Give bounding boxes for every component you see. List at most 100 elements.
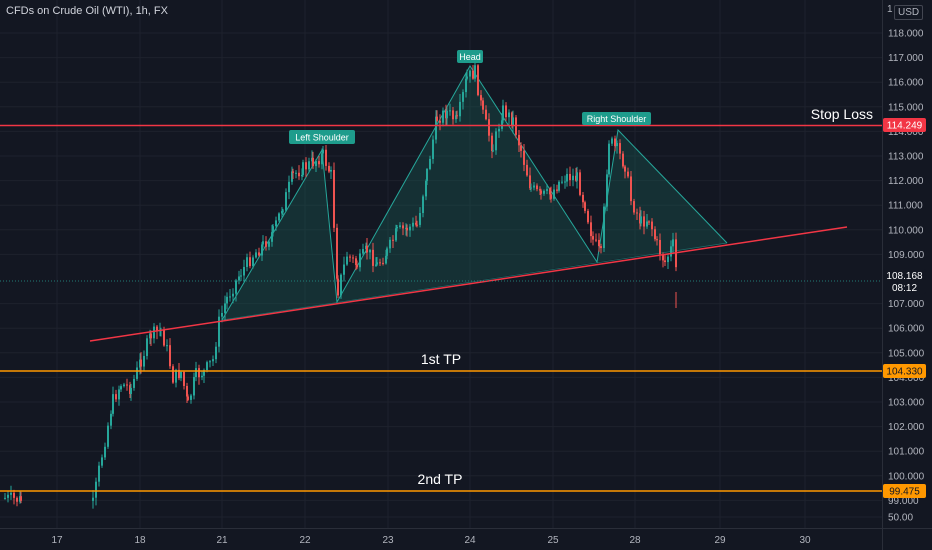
price-tick-partial: 1 (887, 4, 893, 15)
candle (392, 235, 394, 249)
candle (140, 352, 142, 374)
candle (268, 239, 270, 251)
right-shoulder-label: Right Shoulder (587, 114, 647, 124)
candle (278, 212, 280, 222)
candle (183, 370, 185, 390)
candle (492, 144, 494, 153)
candle (646, 213, 648, 229)
candle (656, 236, 658, 246)
candle (258, 247, 260, 257)
candle (298, 165, 300, 180)
candle (582, 191, 584, 208)
candle (564, 175, 566, 189)
candle (469, 69, 471, 83)
candle (472, 65, 474, 80)
candle (523, 144, 525, 172)
stop-loss-price-badge: 114.249 (883, 118, 926, 132)
price-tick-label: 101.000 (888, 447, 925, 458)
price-tick-label: 116.000 (888, 78, 924, 89)
candle (235, 278, 237, 302)
stop-loss-price: 114.249 (887, 121, 923, 132)
candle (600, 243, 602, 254)
candle (379, 258, 381, 267)
candle (282, 208, 284, 215)
right-shoulder-tag: Right Shoulder (582, 112, 651, 125)
price-tick-label: 112.000 (888, 176, 924, 187)
time-tick-label: 18 (134, 535, 146, 546)
head-tag: Head (457, 50, 483, 63)
candle (611, 136, 613, 146)
candle (376, 257, 378, 266)
candle (246, 253, 248, 272)
candle (343, 256, 345, 282)
candle (606, 169, 608, 212)
time-axis[interactable]: 17 18 21 22 23 24 25 28 29 30 (0, 528, 932, 547)
candle (622, 151, 624, 169)
candle (130, 383, 132, 401)
candle (375, 257, 377, 268)
candle (648, 220, 650, 225)
candle (153, 323, 155, 344)
candle (452, 106, 454, 125)
price-axis[interactable]: 1 118.000 117.000 116.000 115.000 114.000 113… (882, 0, 925, 550)
candle (224, 295, 226, 321)
candle (488, 113, 490, 142)
candle (667, 254, 669, 269)
candle (133, 374, 135, 391)
currency-button[interactable]: USD (894, 5, 924, 20)
candle (7, 490, 9, 503)
candle (305, 157, 307, 178)
candle (659, 233, 661, 261)
candle (543, 189, 545, 196)
candle (670, 240, 672, 262)
candle (546, 184, 548, 195)
price-tick-label: 107.000 (888, 299, 925, 310)
candle (435, 110, 437, 144)
tp2-price-badge: 99.475 (883, 484, 926, 498)
price-tick-label: 111.000 (888, 201, 923, 212)
candle (561, 176, 563, 185)
candle (426, 167, 428, 186)
candle (505, 102, 507, 121)
candle (446, 107, 448, 125)
price-tick-label: 99.000 (888, 496, 919, 507)
candle (243, 259, 245, 282)
candle (419, 207, 421, 228)
candle (372, 242, 374, 273)
candle (474, 62, 476, 82)
candle (587, 208, 589, 225)
candle (640, 210, 642, 227)
symbol-title[interactable]: CFDs on Crude Oil (WTI), 1h, FX (6, 5, 168, 17)
candle (322, 146, 324, 161)
left-shoulder-tag: Left Shoulder (289, 130, 355, 144)
chart-grid (0, 0, 882, 528)
candle (412, 217, 414, 231)
candle (406, 224, 408, 237)
time-tick-label: 22 (299, 535, 311, 546)
candle (456, 110, 458, 119)
candle (255, 249, 257, 259)
candle (477, 64, 479, 97)
time-tick-label: 17 (51, 535, 63, 546)
candle (312, 151, 314, 169)
candle (261, 242, 263, 262)
candle (238, 270, 240, 285)
candle (340, 273, 342, 299)
candle (318, 155, 320, 168)
candle (349, 254, 351, 262)
uptrend-line[interactable] (89, 226, 848, 342)
candle (198, 364, 200, 385)
candle (608, 140, 610, 178)
candle (281, 206, 283, 219)
candle (146, 335, 148, 360)
pattern-fill (222, 66, 727, 320)
candle (429, 155, 431, 171)
candle (579, 169, 581, 197)
tp2-label: 2nd TP (418, 471, 463, 487)
candle (485, 105, 487, 121)
candle (209, 360, 211, 368)
candle (355, 255, 357, 271)
time-tick-label: 23 (382, 535, 394, 546)
candle (226, 292, 228, 310)
